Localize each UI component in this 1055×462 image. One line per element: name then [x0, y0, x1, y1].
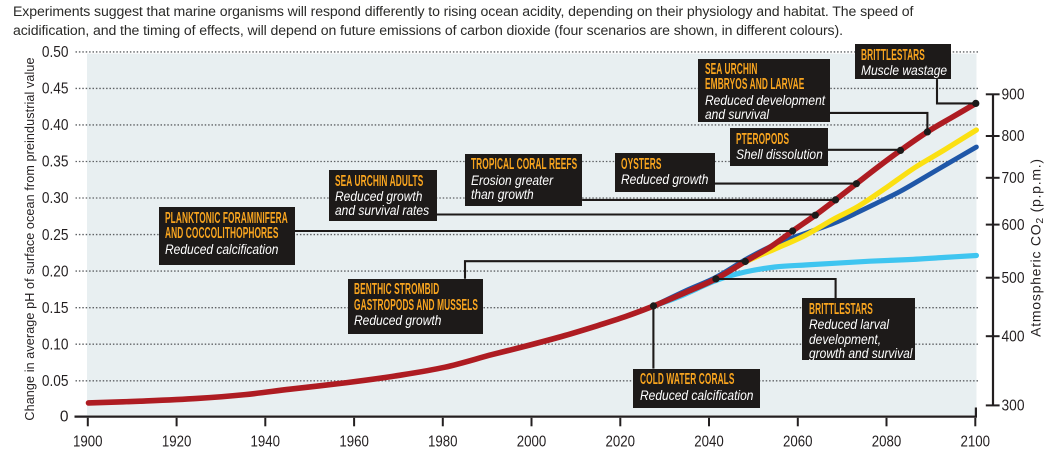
- svg-text:Change in average pH of surfac: Change in average pH of surface ocean fr…: [23, 57, 37, 420]
- svg-text:2020: 2020: [606, 434, 636, 451]
- svg-text:300: 300: [1002, 398, 1025, 415]
- svg-text:600: 600: [1002, 217, 1025, 234]
- svg-text:0.30: 0.30: [42, 190, 69, 207]
- svg-text:1980: 1980: [428, 434, 458, 451]
- svg-text:1940: 1940: [251, 434, 281, 451]
- svg-text:1920: 1920: [162, 434, 192, 451]
- svg-text:0.35: 0.35: [42, 154, 69, 171]
- svg-text:1960: 1960: [339, 434, 369, 451]
- svg-text:0.05: 0.05: [42, 373, 69, 390]
- svg-text:0.20: 0.20: [42, 263, 69, 280]
- svg-text:1900: 1900: [73, 434, 103, 451]
- svg-text:400: 400: [1002, 328, 1025, 345]
- svg-text:800: 800: [1002, 128, 1025, 145]
- svg-text:0.10: 0.10: [42, 336, 69, 353]
- svg-text:0.50: 0.50: [42, 44, 69, 61]
- svg-text:2040: 2040: [694, 434, 724, 451]
- svg-text:0.40: 0.40: [42, 117, 69, 134]
- svg-text:0: 0: [60, 409, 69, 426]
- svg-text:700: 700: [1002, 170, 1025, 187]
- svg-text:0.45: 0.45: [42, 81, 69, 98]
- svg-text:900: 900: [1002, 87, 1025, 104]
- svg-text:2000: 2000: [517, 434, 547, 451]
- svg-text:500: 500: [1002, 270, 1025, 287]
- svg-text:2060: 2060: [783, 434, 813, 451]
- svg-text:0.15: 0.15: [42, 300, 69, 317]
- svg-text:Atmospheric CO2 (p.p.m.): Atmospheric CO2 (p.p.m.): [1028, 158, 1047, 337]
- svg-text:0.25: 0.25: [42, 227, 69, 244]
- svg-text:2100: 2100: [961, 434, 991, 451]
- svg-text:2080: 2080: [872, 434, 902, 451]
